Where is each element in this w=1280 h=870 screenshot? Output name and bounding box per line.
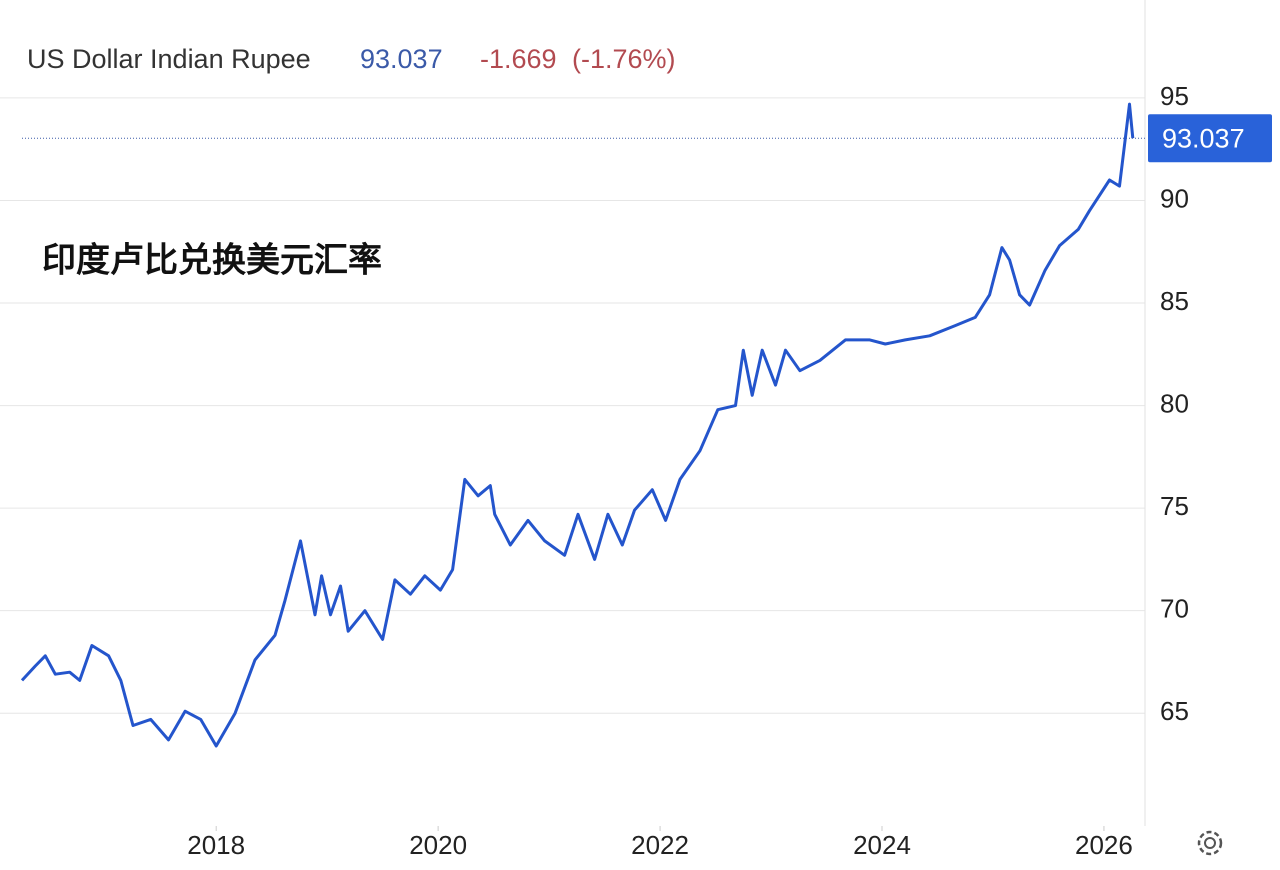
y-tick-label: 65 <box>1160 696 1189 726</box>
y-tick-label: 90 <box>1160 183 1189 213</box>
change-percent: (-1.76%) <box>572 44 676 74</box>
y-tick-label: 80 <box>1160 388 1189 418</box>
y-tick-label: 75 <box>1160 491 1189 521</box>
change: -1.669 <box>480 44 557 74</box>
last-price: 93.037 <box>360 44 443 74</box>
last-price-badge <box>1148 114 1272 163</box>
x-tick-label: 2018 <box>187 830 245 860</box>
chart-title: US Dollar Indian Rupee <box>27 44 311 74</box>
price-line <box>20 102 1135 748</box>
y-tick-label: 85 <box>1160 286 1189 316</box>
last-price-badge-label: 93.037 <box>1162 123 1245 153</box>
y-tick-label: 70 <box>1160 594 1189 624</box>
x-tick-label: 2026 <box>1075 830 1133 860</box>
x-tick-label: 2022 <box>631 830 689 860</box>
x-tick-label: 2020 <box>409 830 467 860</box>
y-tick-label: 95 <box>1160 81 1189 111</box>
annotation: 印度卢比兑换美元汇率 <box>42 241 382 281</box>
settings-icon[interactable] <box>1197 830 1223 856</box>
x-tick-label: 2024 <box>853 830 911 860</box>
